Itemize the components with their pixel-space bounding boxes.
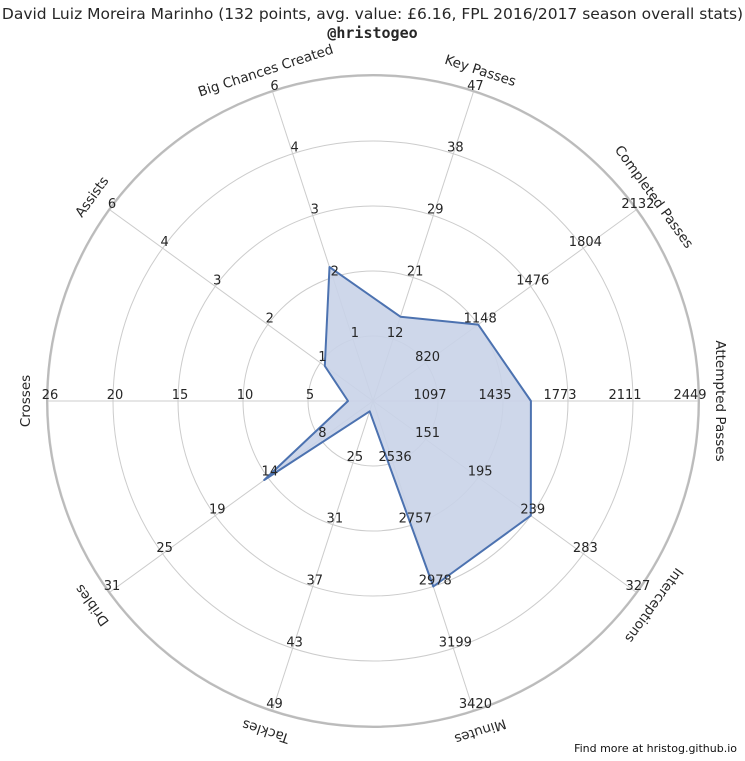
tick-label: 19 (209, 503, 226, 518)
tick-label: 49 (266, 697, 283, 712)
tick-label: 1148 (464, 312, 497, 327)
tick-label: 283 (573, 541, 598, 556)
axis-label: Interceptions (621, 565, 686, 646)
tick-label: 3199 (439, 635, 472, 650)
tick-label: 2449 (673, 388, 706, 403)
spoke-7 (272, 400, 374, 711)
tick-label: 4 (291, 141, 299, 156)
tick-label: 3 (311, 203, 319, 218)
tick-label: 2111 (608, 388, 641, 403)
tick-label: 12 (387, 326, 404, 341)
tick-label: 38 (447, 141, 464, 156)
tick-label: 31 (327, 512, 344, 527)
tick-label: 21 (407, 264, 424, 279)
tick-label: 10 (237, 388, 254, 403)
tick-label: 2 (331, 264, 339, 279)
chart-subtitle: @hristogeo (327, 24, 418, 42)
tick-label: 8 (318, 426, 326, 441)
tick-label: 2757 (399, 512, 432, 527)
tick-label: 3 (213, 273, 221, 288)
tick-label: 239 (520, 503, 545, 518)
data-polygon (263, 266, 532, 588)
outer-ring (46, 74, 700, 728)
tick-label: 1773 (543, 388, 576, 403)
chart-title: David Luiz Moreira Marinho (132 points, … (1, 5, 744, 23)
tick-label: 29 (427, 203, 444, 218)
tick-label: 25 (347, 450, 364, 465)
tick-label: 3420 (459, 697, 492, 712)
tick-label: 15 (172, 388, 189, 403)
tick-label: 4 (161, 235, 169, 250)
tick-label: 6 (108, 197, 116, 212)
tick-label: 2978 (419, 573, 452, 588)
tick-label: 43 (286, 635, 303, 650)
axis-label: Big Chances Created (196, 42, 335, 101)
tick-label: 820 (415, 350, 440, 365)
tick-label: 5 (306, 388, 314, 403)
axis-label: Tackles (240, 716, 292, 747)
axis-label: Crosses (18, 375, 34, 427)
tick-label: 6 (270, 79, 278, 94)
tick-label: 37 (306, 573, 323, 588)
tick-label: 20 (107, 388, 124, 403)
tick-label: 47 (467, 79, 484, 94)
axis-label: Minutes (452, 715, 507, 747)
tick-label: 1476 (516, 273, 549, 288)
tick-label: 195 (468, 464, 493, 479)
tick-label: 26 (42, 388, 59, 403)
tick-label: 151 (415, 426, 440, 441)
tick-label: 1435 (478, 388, 511, 403)
tick-label: 1804 (569, 235, 602, 250)
tick-label: 1 (318, 350, 326, 365)
tick-label: 2132 (621, 197, 654, 212)
footer-credit: Find more at hristog.github.io (574, 742, 737, 755)
tick-label: 1097 (413, 388, 446, 403)
tick-label: 14 (262, 464, 279, 479)
tick-label: 2 (266, 312, 274, 327)
tick-label: 1 (351, 326, 359, 341)
tick-label: 327 (626, 579, 651, 594)
tick-label: 25 (156, 541, 173, 556)
axis-label: Attempted Passes (712, 340, 728, 461)
tick-label: 2536 (379, 450, 412, 465)
tick-label: 31 (104, 579, 121, 594)
